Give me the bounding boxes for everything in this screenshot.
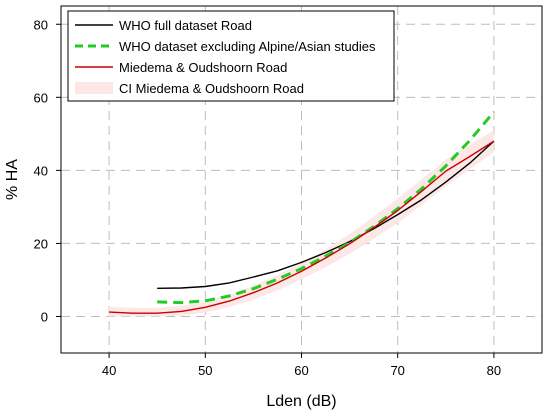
legend-swatch <box>75 82 113 94</box>
legend-label: CI Miedema & Oudshoorn Road <box>119 81 304 96</box>
y-axis-title: % HA <box>4 159 21 200</box>
y-tick-label: 80 <box>34 17 48 32</box>
y-tick-label: 40 <box>34 163 48 178</box>
x-axis: 40 50 60 70 80 <box>102 353 501 378</box>
series-line <box>157 110 496 305</box>
legend-box <box>67 10 395 102</box>
y-tick-label: 60 <box>34 90 48 105</box>
series-line <box>157 140 495 289</box>
x-axis-title: Lden (dB) <box>266 393 336 410</box>
legend-label: Miedema & Oudshoorn Road <box>119 60 287 75</box>
x-tick-label: 60 <box>294 363 308 378</box>
x-tick-label: 70 <box>390 363 404 378</box>
series-lines <box>109 110 496 314</box>
y-tick-label: 20 <box>34 236 48 251</box>
legend: WHO full dataset Road WHO dataset excludi… <box>67 10 395 102</box>
legend-label: WHO dataset excluding Alpine/Asian studi… <box>119 39 376 54</box>
legend-label: WHO full dataset Road <box>119 18 252 33</box>
y-axis: 0 20 40 60 80 <box>34 17 61 324</box>
series-line <box>109 140 495 314</box>
y-tick-label: 0 <box>41 309 48 324</box>
x-tick-label: 50 <box>198 363 212 378</box>
x-tick-label: 80 <box>487 363 501 378</box>
x-tick-label: 40 <box>102 363 116 378</box>
